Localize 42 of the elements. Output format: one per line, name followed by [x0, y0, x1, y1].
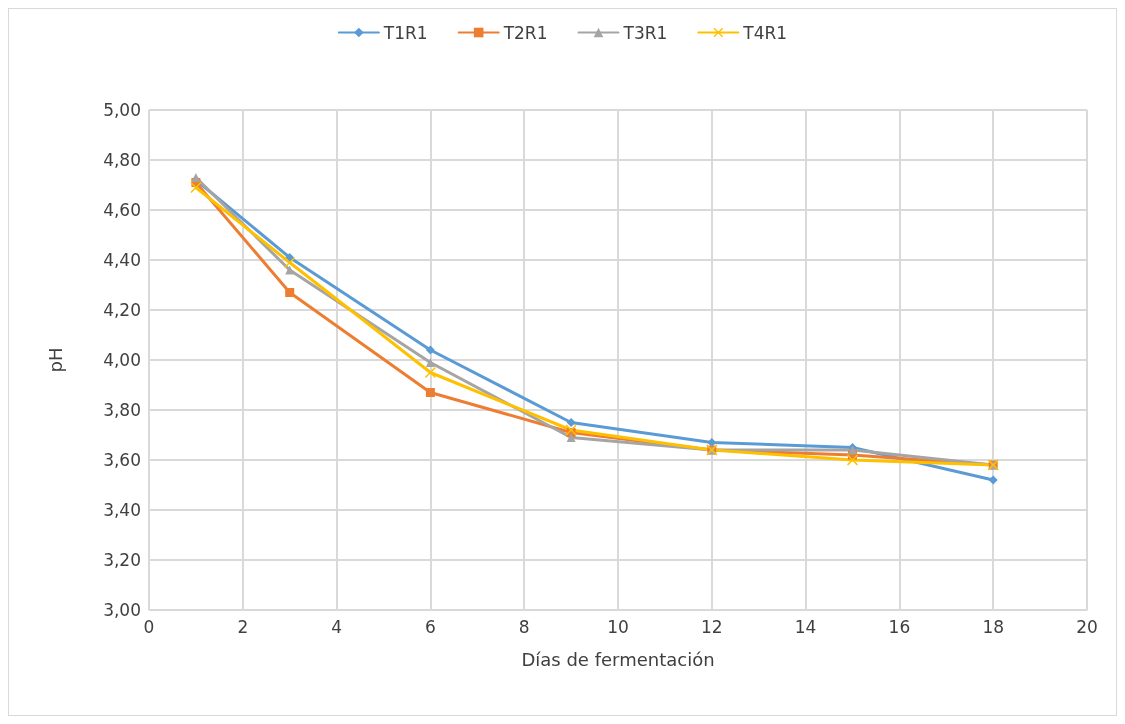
- x-tick-label: 8: [518, 616, 530, 637]
- point: [285, 265, 295, 275]
- point: [707, 438, 717, 447]
- y-tick-label: 3,60: [103, 450, 141, 470]
- y-tick-label: 4,00: [103, 350, 141, 370]
- point: [190, 182, 202, 193]
- legend-label: T4R1: [742, 22, 788, 43]
- x-tick-label: 10: [607, 616, 629, 637]
- y-tick-label: 4,60: [103, 200, 141, 220]
- legend-label: T1R1: [382, 22, 428, 43]
- point: [988, 475, 998, 485]
- x-tick-label: 6: [424, 616, 436, 637]
- x-tick-label: 14: [794, 616, 817, 637]
- point: [424, 367, 436, 378]
- point: [285, 288, 295, 297]
- point: [425, 358, 435, 367]
- y-tick-label: 5,00: [103, 100, 141, 120]
- point: [284, 257, 296, 268]
- x-tick-label: 12: [700, 616, 723, 637]
- y-tick-label: 3,20: [103, 550, 141, 570]
- point: [565, 424, 577, 436]
- y-tick-label: 4,20: [103, 300, 141, 320]
- x-tick-label: 0: [143, 616, 155, 637]
- legend-label: T2R1: [502, 22, 548, 43]
- x-tick-label: 2: [237, 616, 249, 637]
- point: [847, 454, 858, 466]
- x-tick-label: 18: [982, 616, 1005, 637]
- y-tick-label: 4,80: [103, 150, 141, 170]
- point: [566, 433, 576, 442]
- x-tick-label: 4: [331, 616, 343, 637]
- point: [425, 388, 435, 397]
- y-tick-label: 4,40: [103, 250, 141, 270]
- x-axis-title: Días de fermentación: [521, 648, 715, 670]
- y-tick-label: 3,80: [103, 400, 141, 420]
- y-tick-label: 3,40: [103, 500, 141, 520]
- x-tick-label: 16: [888, 616, 911, 637]
- legend-label: T3R1: [622, 22, 668, 43]
- y-tick-label: 3,00: [103, 600, 141, 620]
- x-tick-label: 20: [1076, 616, 1098, 637]
- point: [425, 345, 435, 355]
- point: [566, 418, 576, 427]
- y-axis-title: pH: [44, 347, 66, 373]
